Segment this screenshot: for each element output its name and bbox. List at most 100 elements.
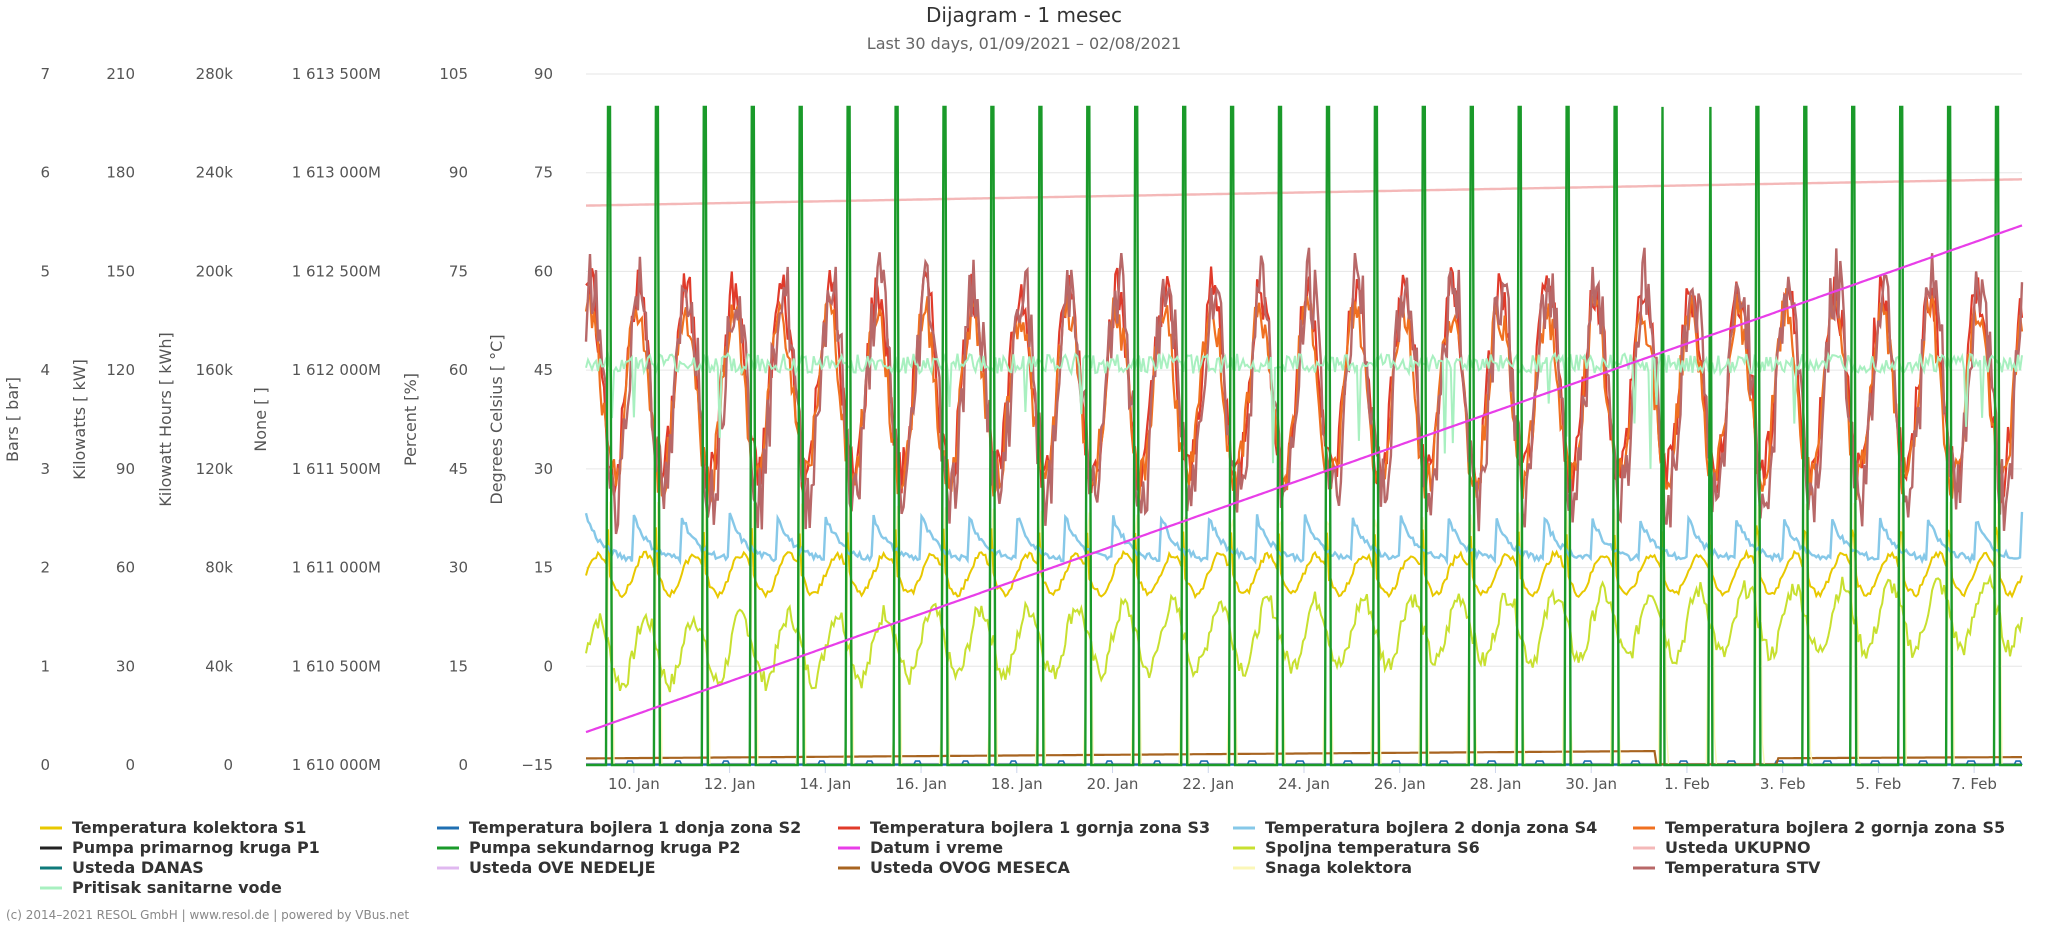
y-tick-label: 30 [534, 460, 553, 478]
y-tick-label: 30 [116, 657, 135, 675]
y-tick-label: 30 [449, 559, 468, 577]
y-tick-label: 160k [196, 361, 234, 379]
x-tick-label: 1. Feb [1664, 775, 1710, 793]
y-tick-label: 90 [534, 65, 553, 83]
y-axis-title: Degrees Celsius [ °C] [487, 334, 506, 504]
y-tick-label: 80k [205, 559, 233, 577]
y-tick-label: 1 612 000M [292, 361, 381, 379]
x-tick-label: 20. Jan [1087, 775, 1139, 793]
x-tick-label: 22. Jan [1182, 775, 1234, 793]
y-tick-label: 4 [40, 361, 50, 379]
credits[interactable]: (c) 2014–2021 RESOL GmbH | www.resol.de … [6, 908, 409, 922]
y-tick-label: 0 [40, 756, 50, 774]
legend[interactable]: Temperatura kolektora S1 Temperatura bojl… [40, 818, 2005, 897]
legend-item[interactable]: Usteda OVOG MESECA [870, 858, 1070, 877]
y-tick-label: 210 [106, 65, 135, 83]
legend-item[interactable]: Temperatura bojlera 2 gornja zona S5 [1665, 818, 2005, 837]
x-tick-label: 26. Jan [1374, 775, 1426, 793]
y-axis-title: Kilowatts [ kW] [70, 359, 89, 480]
series-line [586, 750, 2022, 766]
series-line [586, 105, 2022, 767]
chart-title: Dijagram - 1 mesec [926, 3, 1122, 27]
legend-item[interactable]: Usteda UKUPNO [1665, 838, 1811, 857]
y-axis-title: None [ ] [251, 387, 270, 451]
y-tick-label: 1 613 500M [292, 65, 381, 83]
legend-item[interactable]: Pritisak sanitarne vode [72, 878, 282, 897]
y-axis-title: Bars [ bar] [3, 377, 22, 462]
y-tick-label: 7 [40, 65, 50, 83]
y-tick-label: 0 [223, 756, 233, 774]
y-tick-label: 105 [439, 65, 468, 83]
y-tick-label: 3 [40, 460, 50, 478]
y-tick-label: 45 [534, 361, 553, 379]
legend-item[interactable]: Datum i vreme [870, 838, 1003, 857]
y-tick-label: 180 [106, 164, 135, 182]
x-tick-label: 28. Jan [1470, 775, 1522, 793]
legend-item[interactable]: Usteda DANAS [72, 858, 204, 877]
legend-item[interactable]: Temperatura kolektora S1 [72, 818, 306, 837]
y-tick-label: 75 [534, 164, 553, 182]
series-line [585, 525, 2023, 600]
y-tick-label: 150 [106, 262, 135, 280]
x-tick-label: 10. Jan [608, 775, 660, 793]
series-line [584, 247, 2024, 535]
legend-item[interactable]: Temperatura STV [1665, 858, 1821, 877]
y-tick-label: 45 [449, 460, 468, 478]
y-tick-label: 1 611 500M [292, 460, 381, 478]
y-tick-label: 6 [40, 164, 50, 182]
legend-item[interactable]: Temperatura bojlera 2 donja zona S4 [1265, 818, 1597, 837]
y-tick-label: 1 611 000M [292, 559, 381, 577]
y-tick-label: 0 [543, 657, 553, 675]
legend-item[interactable]: Snaga kolektora [1265, 858, 1412, 877]
y-tick-label: 60 [449, 361, 468, 379]
series-line [584, 511, 2024, 566]
x-tick-label: 12. Jan [704, 775, 756, 793]
y-tick-label: 1 [40, 657, 50, 675]
y-axis-title: Percent [%] [401, 373, 420, 466]
legend-item[interactable]: Pumpa sekundarnog kruga P2 [469, 838, 741, 857]
chart-subtitle: Last 30 days, 01/09/2021 – 02/08/2021 [867, 34, 1181, 53]
y-tick-label: 60 [534, 262, 553, 280]
series-line [584, 288, 2024, 507]
y-tick-label: 0 [125, 756, 135, 774]
series-line [586, 178, 2022, 207]
legend-item[interactable]: Temperatura bojlera 1 gornja zona S3 [870, 818, 1210, 837]
y-tick-label: 280k [196, 65, 234, 83]
legend-item[interactable]: Usteda OVE NEDELJE [469, 858, 656, 877]
y-tick-label: 120k [196, 460, 234, 478]
y-tick-label: 5 [40, 262, 50, 280]
y-tick-label: 15 [449, 657, 468, 675]
y-tick-label: 1 610 000M [292, 756, 381, 774]
y-tick-label: 240k [196, 164, 234, 182]
series-line [585, 224, 2023, 734]
x-axis: 10. Jan 12. Jan 14. Jan 16. Jan 18. Jan 20. J… [586, 764, 2022, 793]
legend-item[interactable]: Spoljna temperatura S6 [1265, 838, 1480, 857]
y-tick-label: 15 [534, 559, 553, 577]
y-tick-label: 1 613 000M [292, 164, 381, 182]
y-tick-label: 2 [40, 559, 50, 577]
y-tick-label: 1 612 500M [292, 262, 381, 280]
y-tick-label: −15 [521, 756, 553, 774]
plot-area [584, 105, 2024, 767]
y-tick-label: 60 [116, 559, 135, 577]
x-tick-label: 16. Jan [895, 775, 947, 793]
legend-item[interactable]: Pumpa primarnog kruga P1 [72, 838, 320, 857]
x-tick-label: 24. Jan [1278, 775, 1330, 793]
y-tick-label: 90 [449, 164, 468, 182]
x-tick-label: 14. Jan [799, 775, 851, 793]
x-tick-label: 18. Jan [991, 775, 1043, 793]
y-tick-label: 200k [196, 262, 234, 280]
series-line [585, 351, 2023, 469]
x-tick-label: 30. Jan [1565, 775, 1617, 793]
y-axis-title: Kilowatt Hours [ kWh] [156, 332, 175, 506]
y-tick-label: 1 610 500M [292, 657, 381, 675]
y-tick-label: 75 [449, 262, 468, 280]
legend-item[interactable]: Temperatura bojlera 1 donja zona S2 [469, 818, 801, 837]
y-tick-label: 90 [116, 460, 135, 478]
x-tick-label: 7. Feb [1951, 775, 1997, 793]
x-tick-label: 3. Feb [1760, 775, 1806, 793]
y-tick-label: 120 [106, 361, 135, 379]
x-tick-label: 5. Feb [1856, 775, 1902, 793]
